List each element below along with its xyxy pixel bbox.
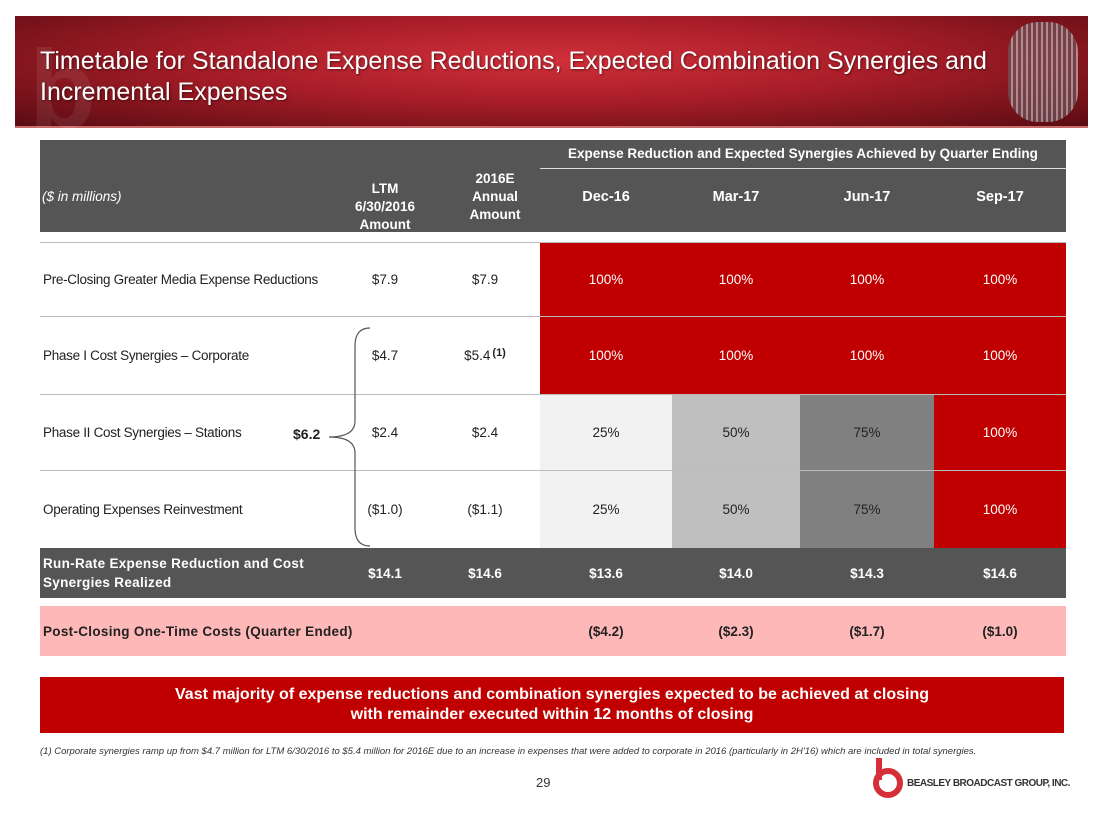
quarter-value: 100% [800,317,934,394]
annual-value: ($1.1) [467,502,503,517]
quarter-value: 75% [800,395,934,470]
microphone-image [1008,22,1078,122]
brace-icon [328,327,371,547]
quarter-value: $14.6 [983,565,1017,581]
ltm-value: ($1.0) [367,502,403,517]
quarter-value: ($1.7) [849,623,885,639]
quarter-value: 100% [934,471,1066,548]
title-banner: b Timetable for Standalone Expense Reduc… [15,16,1088,151]
logo-stem [876,758,882,780]
table-row: Operating Expenses Reinvestment ($1.0) (… [40,470,1066,548]
brace-total: $6.2 [293,426,321,442]
header-quarter: Jun-17 [843,189,891,205]
quarter-value: 100% [934,317,1066,394]
header-group: Expense Reduction and Expected Synergies… [568,146,1038,161]
quarter-value: 25% [540,471,672,548]
header-quarter: Sep-17 [976,189,1024,205]
header-quarter: Dec-16 [582,189,630,205]
quarter-value: $14.3 [850,565,884,581]
quarter-value: ($4.2) [588,623,624,639]
header-divider [540,168,1066,169]
annual-amount: $5.4 [464,348,491,363]
quarter-value: 100% [540,317,672,394]
row-label: Run-Rate Expense Reduction and Cost Syne… [43,556,305,590]
ltm-value: $2.4 [371,425,399,440]
annual-value: $2.4 [471,425,499,440]
row-label: Operating Expenses Reinvestment [43,502,243,517]
quarter-value: 50% [672,471,800,548]
header-ltm: LTM 6/30/2016 Amount [354,181,416,232]
row-label: Phase II Cost Synergies – Stations [43,425,242,440]
quarter-value: 100% [540,243,672,316]
quarter-value: 100% [672,243,800,316]
quarter-value: 100% [672,317,800,394]
post-closing-row: Post-Closing One-Time Costs (Quarter End… [40,606,1066,656]
footnote: (1) Corporate synergies ramp up from $4.… [40,746,977,757]
logo-watermark: b [29,28,97,151]
company-logo: BEASLEY BROADCAST GROUP, INC. [873,768,1070,798]
quarter-value: 100% [800,243,934,316]
ltm-value: $14.1 [368,565,402,581]
header-units: ($ in millions) [42,189,122,204]
run-rate-row: Run-Rate Expense Reduction and Cost Syne… [40,548,1066,598]
row-label: Pre-Closing Greater Media Expense Reduct… [43,272,318,287]
annual-value: $14.6 [468,565,502,581]
annual-value: $5.4 (1) [450,317,520,394]
page-number: 29 [536,775,551,790]
logo-text: BEASLEY BROADCAST GROUP, INC. [907,777,1070,789]
row-label: Post-Closing One-Time Costs (Quarter End… [43,623,353,639]
annual-value: $7.9 [471,272,499,287]
quarter-value: $13.6 [589,565,623,581]
quarter-value: ($1.0) [982,623,1018,639]
row-label: Phase I Cost Synergies – Corporate [43,348,249,363]
quarter-value: 100% [934,243,1066,316]
logo-icon [873,768,903,798]
page-title: Timetable for Standalone Expense Reducti… [40,47,987,106]
header-annual: 2016E Annual Amount [469,171,521,222]
table-row: Phase I Cost Synergies – Corporate $4.7 … [40,316,1066,394]
footnote-marker: (1) [492,346,506,359]
quarter-value: 25% [540,395,672,470]
table-header: Expense Reduction and Expected Synergies… [40,140,1066,232]
quarter-value: 50% [672,395,800,470]
ltm-value: $7.9 [371,272,399,287]
table-row: Pre-Closing Greater Media Expense Reduct… [40,242,1066,316]
quarter-value: 75% [800,471,934,548]
callout-text: Vast majority of expense reductions and … [175,686,929,723]
quarter-value: $14.0 [719,565,753,581]
header-quarter: Mar-17 [712,189,760,205]
table-row: Phase II Cost Synergies – Stations $2.4 … [40,394,1066,470]
quarter-value: 100% [934,395,1066,470]
quarter-value: ($2.3) [718,623,754,639]
ltm-value: $4.7 [371,348,399,363]
callout-box: Vast majority of expense reductions and … [40,677,1064,733]
